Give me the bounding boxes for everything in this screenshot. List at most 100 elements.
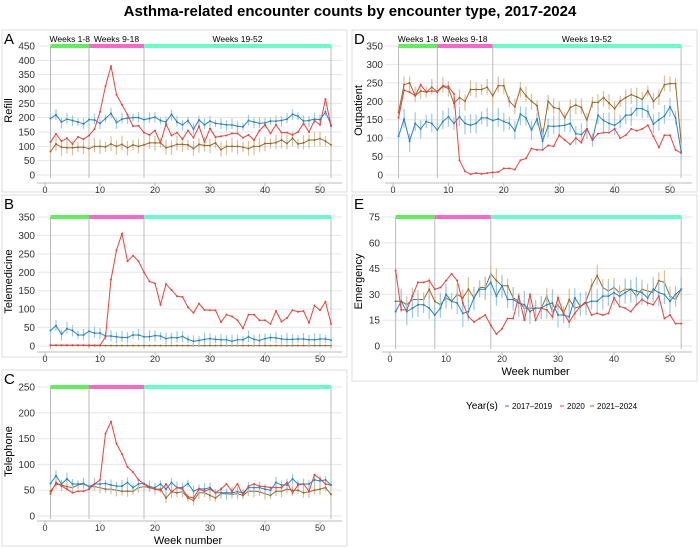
data-point [428, 307, 431, 310]
y-tick-label: 100 [366, 134, 383, 145]
data-point [181, 488, 184, 491]
data-point [77, 146, 79, 149]
data-point [231, 340, 233, 343]
data-point [214, 496, 217, 499]
y-tick-label: 350 [18, 213, 35, 224]
x-tick-label: 0 [42, 523, 47, 533]
data-point [641, 298, 643, 301]
data-point [209, 494, 211, 497]
data-point [330, 484, 332, 487]
data-point [104, 117, 107, 120]
data-point [203, 490, 206, 493]
data-point [231, 132, 233, 135]
period-label: Weeks 19-52 [562, 34, 612, 44]
data-point [198, 118, 200, 121]
data-point [82, 482, 85, 485]
y-tick-label: 0 [29, 342, 35, 353]
data-point [60, 344, 63, 347]
data-point [422, 303, 425, 306]
data-point [242, 494, 244, 497]
data-point [506, 284, 509, 287]
panel-letter: A [4, 31, 14, 48]
data-point [489, 324, 492, 327]
data-point [137, 260, 140, 263]
period-label: Weeks 1-8 [50, 34, 91, 44]
data-point [291, 491, 294, 494]
data-point [680, 151, 683, 154]
data-point [430, 122, 433, 125]
data-point [99, 110, 101, 113]
y-tick-label: 75 [369, 213, 381, 224]
data-point [115, 249, 118, 252]
data-point [137, 478, 140, 481]
data-point [203, 344, 206, 347]
data-point [497, 171, 500, 174]
data-point [297, 310, 299, 313]
data-point [630, 93, 633, 96]
data-point [236, 145, 239, 148]
data-point [291, 137, 294, 140]
data-point [641, 291, 643, 294]
data-point [469, 88, 472, 91]
data-point [484, 288, 487, 291]
data-point [242, 344, 244, 347]
data-point [77, 333, 79, 336]
data-point [66, 477, 68, 480]
data-point [657, 118, 660, 121]
y-tick-label: 100 [18, 305, 35, 316]
data-point [508, 122, 511, 125]
data-point [225, 338, 228, 341]
chart-title: Asthma-related encounter counts by encou… [124, 3, 577, 20]
data-point [563, 124, 566, 127]
data-point [558, 124, 561, 127]
data-point [486, 116, 489, 119]
y-axis-label: Telemedicine [3, 249, 15, 313]
data-point [132, 143, 134, 146]
data-point [456, 279, 459, 282]
data-point [534, 319, 537, 322]
data-point [77, 344, 79, 347]
data-point [115, 121, 118, 124]
data-point [529, 293, 531, 296]
data-point [258, 486, 261, 489]
y-tick-label: 400 [18, 56, 35, 67]
data-point [159, 489, 162, 492]
data-point [574, 103, 577, 106]
data-point [461, 312, 464, 315]
data-point [422, 281, 425, 284]
data-point [104, 145, 107, 148]
data-point [551, 315, 554, 318]
data-point [187, 495, 189, 498]
data-point [478, 288, 481, 291]
data-point [165, 483, 167, 486]
y-tick-label: 150 [18, 128, 35, 139]
data-point [530, 147, 533, 150]
data-point [231, 145, 233, 148]
data-point [203, 141, 206, 144]
data-point [253, 338, 255, 341]
data-point [110, 420, 112, 423]
data-point [495, 332, 498, 335]
data-point [121, 103, 123, 106]
series-line [50, 137, 332, 152]
data-point [71, 483, 74, 486]
data-point [414, 122, 417, 125]
data-point [88, 330, 90, 333]
data-point [170, 113, 173, 116]
data-point [607, 312, 610, 315]
data-point [181, 295, 184, 298]
data-point [517, 302, 520, 304]
data-point [269, 344, 272, 347]
data-point [302, 491, 305, 494]
y-tick-label: 200 [18, 113, 35, 124]
data-point [143, 118, 145, 121]
series-2017-2019 [49, 319, 332, 346]
x-tick-label: 0 [42, 354, 47, 364]
data-point [523, 303, 526, 306]
data-point [319, 337, 321, 340]
data-point [258, 145, 261, 148]
data-point [324, 300, 327, 303]
data-point [165, 146, 167, 149]
data-point [60, 483, 63, 486]
